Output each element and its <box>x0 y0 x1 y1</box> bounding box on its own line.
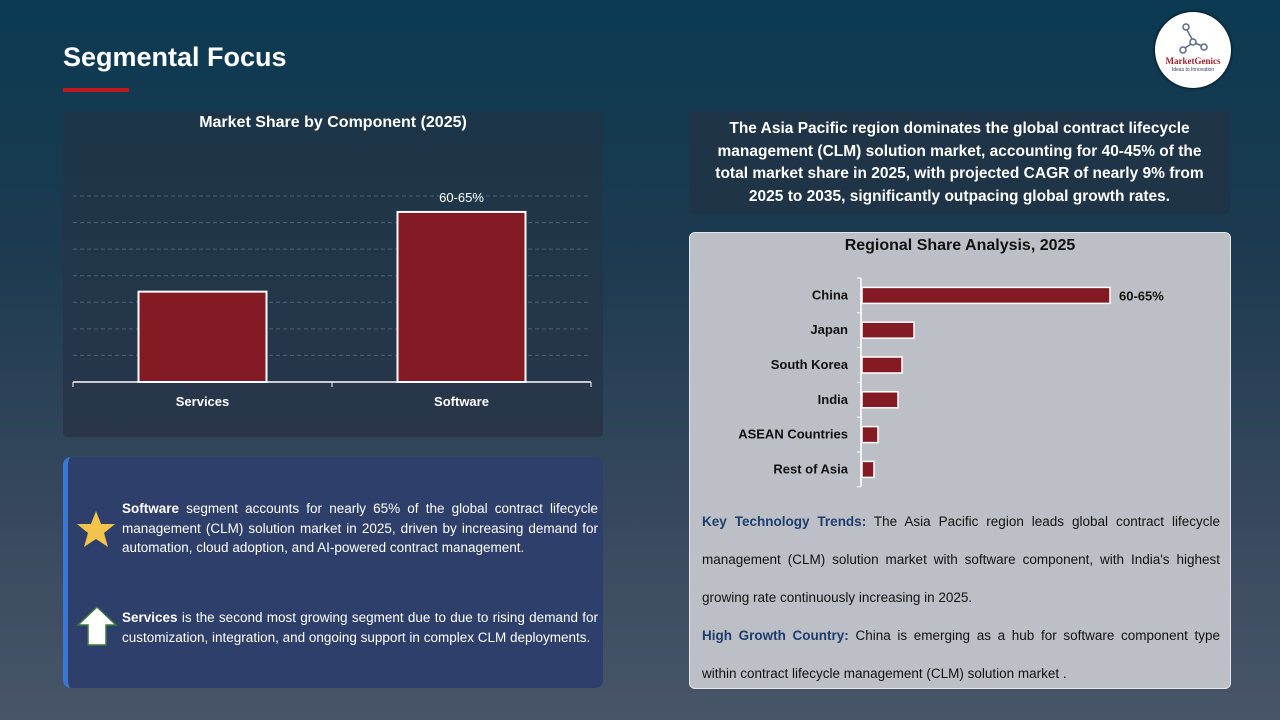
note-text: The Asia Pacific region leads global con… <box>702 514 1220 605</box>
bar-services <box>137 290 268 384</box>
notes: Key Technology Trends: The Asia Pacific … <box>702 503 1220 693</box>
y-tick-label: ASEAN Countries <box>738 427 848 442</box>
bar-asean-countries <box>861 425 879 444</box>
insight-text: segment accounts for nearly 65% of the g… <box>122 501 598 555</box>
x-tick-label: Software <box>434 394 489 409</box>
y-tick-label: Japan <box>810 322 848 337</box>
insight-bold: Software <box>122 501 180 516</box>
data-label: 60-65% <box>439 190 484 205</box>
insights-panel: Software segment accounts for nearly 65%… <box>63 457 603 688</box>
insight-services: Services is the second most growing segm… <box>122 608 598 647</box>
note-label: Key Technology Trends: <box>702 514 867 529</box>
title-underline <box>63 88 129 92</box>
regional-chart: China 60-65% Japan South Korea India ASEAN Co… <box>738 277 1164 488</box>
note-growth: High Growth Country: China is emerging a… <box>702 617 1220 693</box>
x-tick-label: Services <box>176 394 230 409</box>
bar-south-korea <box>861 356 903 374</box>
note-text: China is emerging as a hub for software … <box>702 628 1221 681</box>
data-label: 60-65% <box>1119 288 1164 303</box>
bar-china <box>861 286 1111 305</box>
component-chart: Services Software 60-65% <box>72 190 592 409</box>
arrow-up-icon <box>76 605 118 652</box>
insight-text: is the second most growing segment due t… <box>122 610 598 645</box>
bar-software <box>396 210 527 383</box>
logo-name: MarketGenics <box>1165 56 1221 66</box>
page-title: Segmental Focus <box>63 42 287 72</box>
star-icon <box>76 509 116 554</box>
y-tick-label: China <box>812 287 849 302</box>
regional-panel: Regional Share Analysis, 2025 China 60-65… <box>689 232 1231 689</box>
bar-rest-of-asia <box>861 460 875 479</box>
insight-bold: Services <box>122 610 178 625</box>
summary-box: The Asia Pacific region dominates the gl… <box>689 111 1230 214</box>
component-chart-panel: Market Share by Component (2025) Service… <box>63 111 603 437</box>
y-tick-label: India <box>818 392 849 407</box>
note-trends: Key Technology Trends: The Asia Pacific … <box>702 503 1220 617</box>
y-tick-label: South Korea <box>771 357 849 372</box>
logo-tagline: Ideas to Innovation <box>1171 67 1215 73</box>
y-tick-label: Rest of Asia <box>773 461 848 476</box>
note-label: High Growth Country: <box>702 628 849 643</box>
bar-japan <box>861 321 915 339</box>
chart-title: Market Share by Component (2025) <box>199 114 467 131</box>
network-icon <box>1179 23 1208 54</box>
insight-software: Software segment accounts for nearly 65%… <box>122 499 598 558</box>
chart-title: Regional Share Analysis, 2025 <box>844 237 1076 254</box>
logo: MarketGenics Ideas to Innovation <box>1155 12 1231 88</box>
bar-india <box>861 391 899 409</box>
